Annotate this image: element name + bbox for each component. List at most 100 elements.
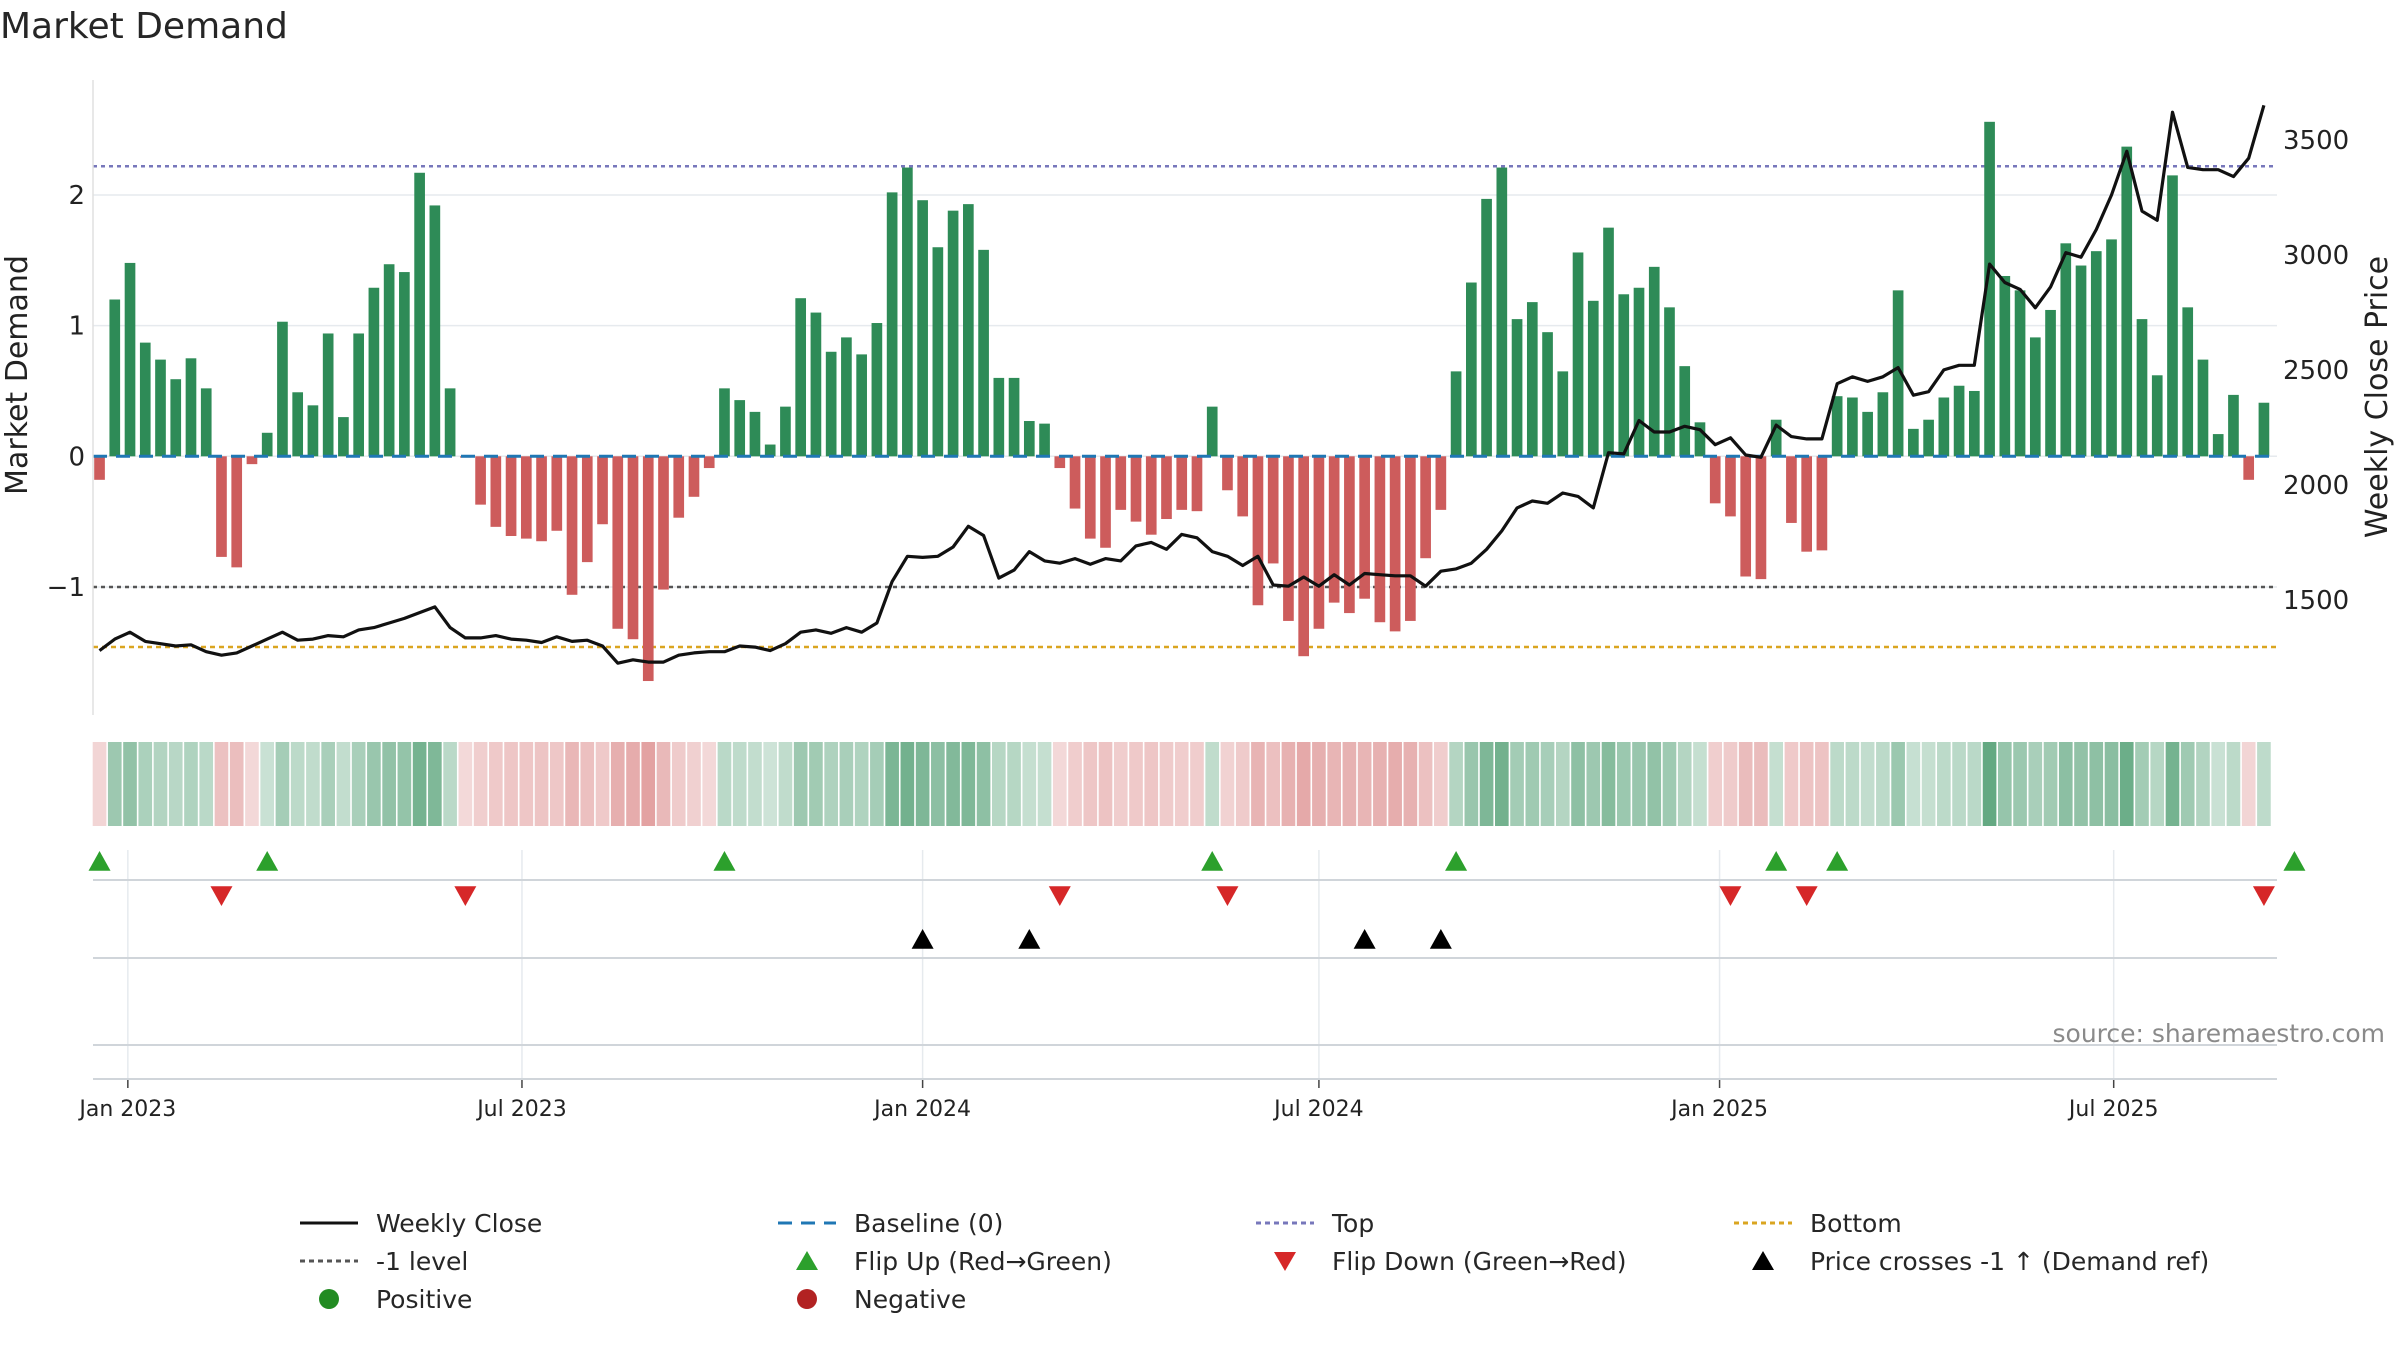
demand-bar: [2212, 434, 2224, 457]
flip-down-marker: [1216, 886, 1239, 906]
heat-cell: [1113, 742, 1128, 826]
heat-cell: [1693, 742, 1707, 826]
legend-symbol-icon: [1274, 1252, 1296, 1271]
demand-bar: [444, 388, 456, 457]
heat-cell: [2119, 742, 2134, 826]
flip-up-marker: [256, 851, 279, 871]
demand-bar: [1176, 456, 1188, 510]
y-tick-label-right: 2500: [2283, 356, 2349, 386]
heat-cell: [1662, 742, 1677, 826]
demand-bar: [1603, 227, 1614, 457]
heat-cell: [2089, 742, 2104, 826]
flip-up-marker: [713, 851, 736, 871]
demand-bar: [1725, 456, 1736, 517]
legend-symbol-icon: [1752, 1251, 1774, 1270]
heat-cell: [1144, 742, 1159, 826]
legend-item: Weekly Close: [300, 1205, 542, 1241]
demand-bar: [414, 172, 425, 457]
demand-bar: [1008, 377, 1020, 457]
demand-bar: [1862, 411, 1873, 457]
demand-bar: [1435, 456, 1447, 510]
price-cross-marker: [1429, 929, 1452, 949]
legend-item: Positive: [300, 1281, 472, 1317]
demand-bar: [2136, 319, 2148, 457]
heat-cell: [306, 742, 320, 826]
heat-cell: [1906, 742, 1921, 826]
heat-cell: [199, 742, 214, 826]
demand-bar: [1694, 422, 1706, 457]
heat-cell: [1190, 742, 1204, 826]
legend-label: -1 level: [376, 1246, 469, 1276]
demand-bar: [1313, 456, 1325, 629]
heat-cell: [321, 742, 335, 826]
demand-bar: [1283, 456, 1294, 621]
heat-cell: [489, 742, 503, 826]
heat-cell: [2226, 742, 2241, 826]
heat-cell: [351, 742, 366, 826]
heat-cell: [1251, 742, 1265, 826]
legend-symbol-icon: [797, 1289, 817, 1309]
demand-bar: [2029, 337, 2041, 457]
heat-cell: [1037, 742, 1052, 826]
demand-bar: [292, 392, 304, 457]
heat-cell: [1129, 742, 1143, 826]
demand-bar: [993, 377, 1005, 457]
legend-label: Weekly Close: [376, 1208, 543, 1238]
demand-bar: [2167, 175, 2178, 457]
demand-bar: [2151, 375, 2163, 457]
legend-symbol-icon: [778, 1221, 836, 1225]
heat-cell: [153, 742, 168, 826]
demand-bar: [505, 456, 517, 536]
heat-cell: [1388, 742, 1402, 826]
heat-cell: [2211, 742, 2226, 826]
demand-bar: [139, 342, 151, 457]
demand-bar: [2121, 146, 2133, 457]
y-tick-label-right: 1500: [2283, 586, 2349, 616]
heat-cell: [656, 742, 671, 826]
demand-bar: [1344, 456, 1355, 614]
demand-bar: [155, 359, 166, 457]
heat-cell: [1982, 742, 1997, 826]
heat-cell: [839, 742, 854, 826]
heat-cell: [1937, 742, 1951, 826]
heat-cell: [2165, 742, 2180, 826]
legend-label: Baseline (0): [854, 1208, 1004, 1238]
heat-cell: [1815, 742, 1829, 826]
demand-bar: [932, 247, 944, 457]
demand-bar: [1267, 456, 1279, 564]
x-tick-label: Jan 2023: [77, 1097, 176, 1122]
heat-cell: [1373, 742, 1387, 826]
heat-cell: [229, 742, 244, 826]
demand-bar: [1938, 397, 1950, 457]
demand-bar: [764, 444, 776, 457]
heat-cell: [549, 742, 564, 826]
heat-cell: [2180, 742, 2195, 826]
heat-cell: [2104, 742, 2119, 826]
demand-bar: [475, 456, 486, 505]
demand-bar: [1389, 456, 1401, 632]
legend-symbol-icon: [300, 1221, 358, 1225]
flip-up-marker: [1445, 851, 1468, 871]
heat-cell: [123, 742, 137, 826]
right-axis-title: Weekly Close Price: [2360, 256, 2395, 538]
y-tick-label-left: 1: [68, 312, 85, 342]
demand-bar: [1511, 319, 1523, 457]
demand-bar: [947, 210, 959, 457]
y-tick-label-right: 2000: [2283, 471, 2349, 501]
heat-cell: [1891, 742, 1905, 826]
signal-markers: [88, 851, 2306, 949]
demand-bar: [917, 200, 928, 457]
heat-cell: [138, 742, 153, 826]
heat-cell: [2043, 742, 2058, 826]
demand-bar: [1877, 392, 1889, 457]
heat-cell: [92, 742, 107, 826]
heat-cell: [1784, 742, 1799, 826]
heat-cell: [1052, 742, 1067, 826]
demand-bar: [1298, 456, 1310, 657]
heat-cell: [732, 742, 747, 826]
price-cross-marker: [911, 929, 934, 949]
demand-bar: [1953, 385, 1965, 457]
heat-cell: [1601, 742, 1616, 826]
demand-bar: [1145, 456, 1157, 535]
